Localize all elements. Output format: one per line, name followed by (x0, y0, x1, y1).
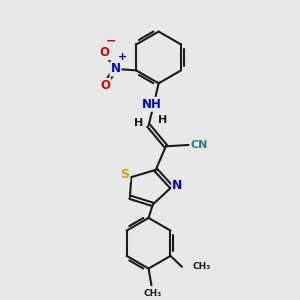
Text: NH: NH (142, 98, 162, 111)
Text: H: H (158, 115, 168, 125)
Text: +: + (118, 52, 127, 62)
Text: CN: CN (190, 140, 208, 150)
Text: N: N (172, 179, 182, 192)
Text: CH₃: CH₃ (144, 289, 162, 298)
Text: O: O (100, 79, 110, 92)
Text: CH₃: CH₃ (193, 262, 211, 271)
Text: O: O (100, 46, 110, 59)
Text: H: H (134, 118, 143, 128)
Text: S: S (121, 168, 130, 181)
Text: −: − (106, 35, 116, 48)
Text: N: N (110, 62, 121, 75)
